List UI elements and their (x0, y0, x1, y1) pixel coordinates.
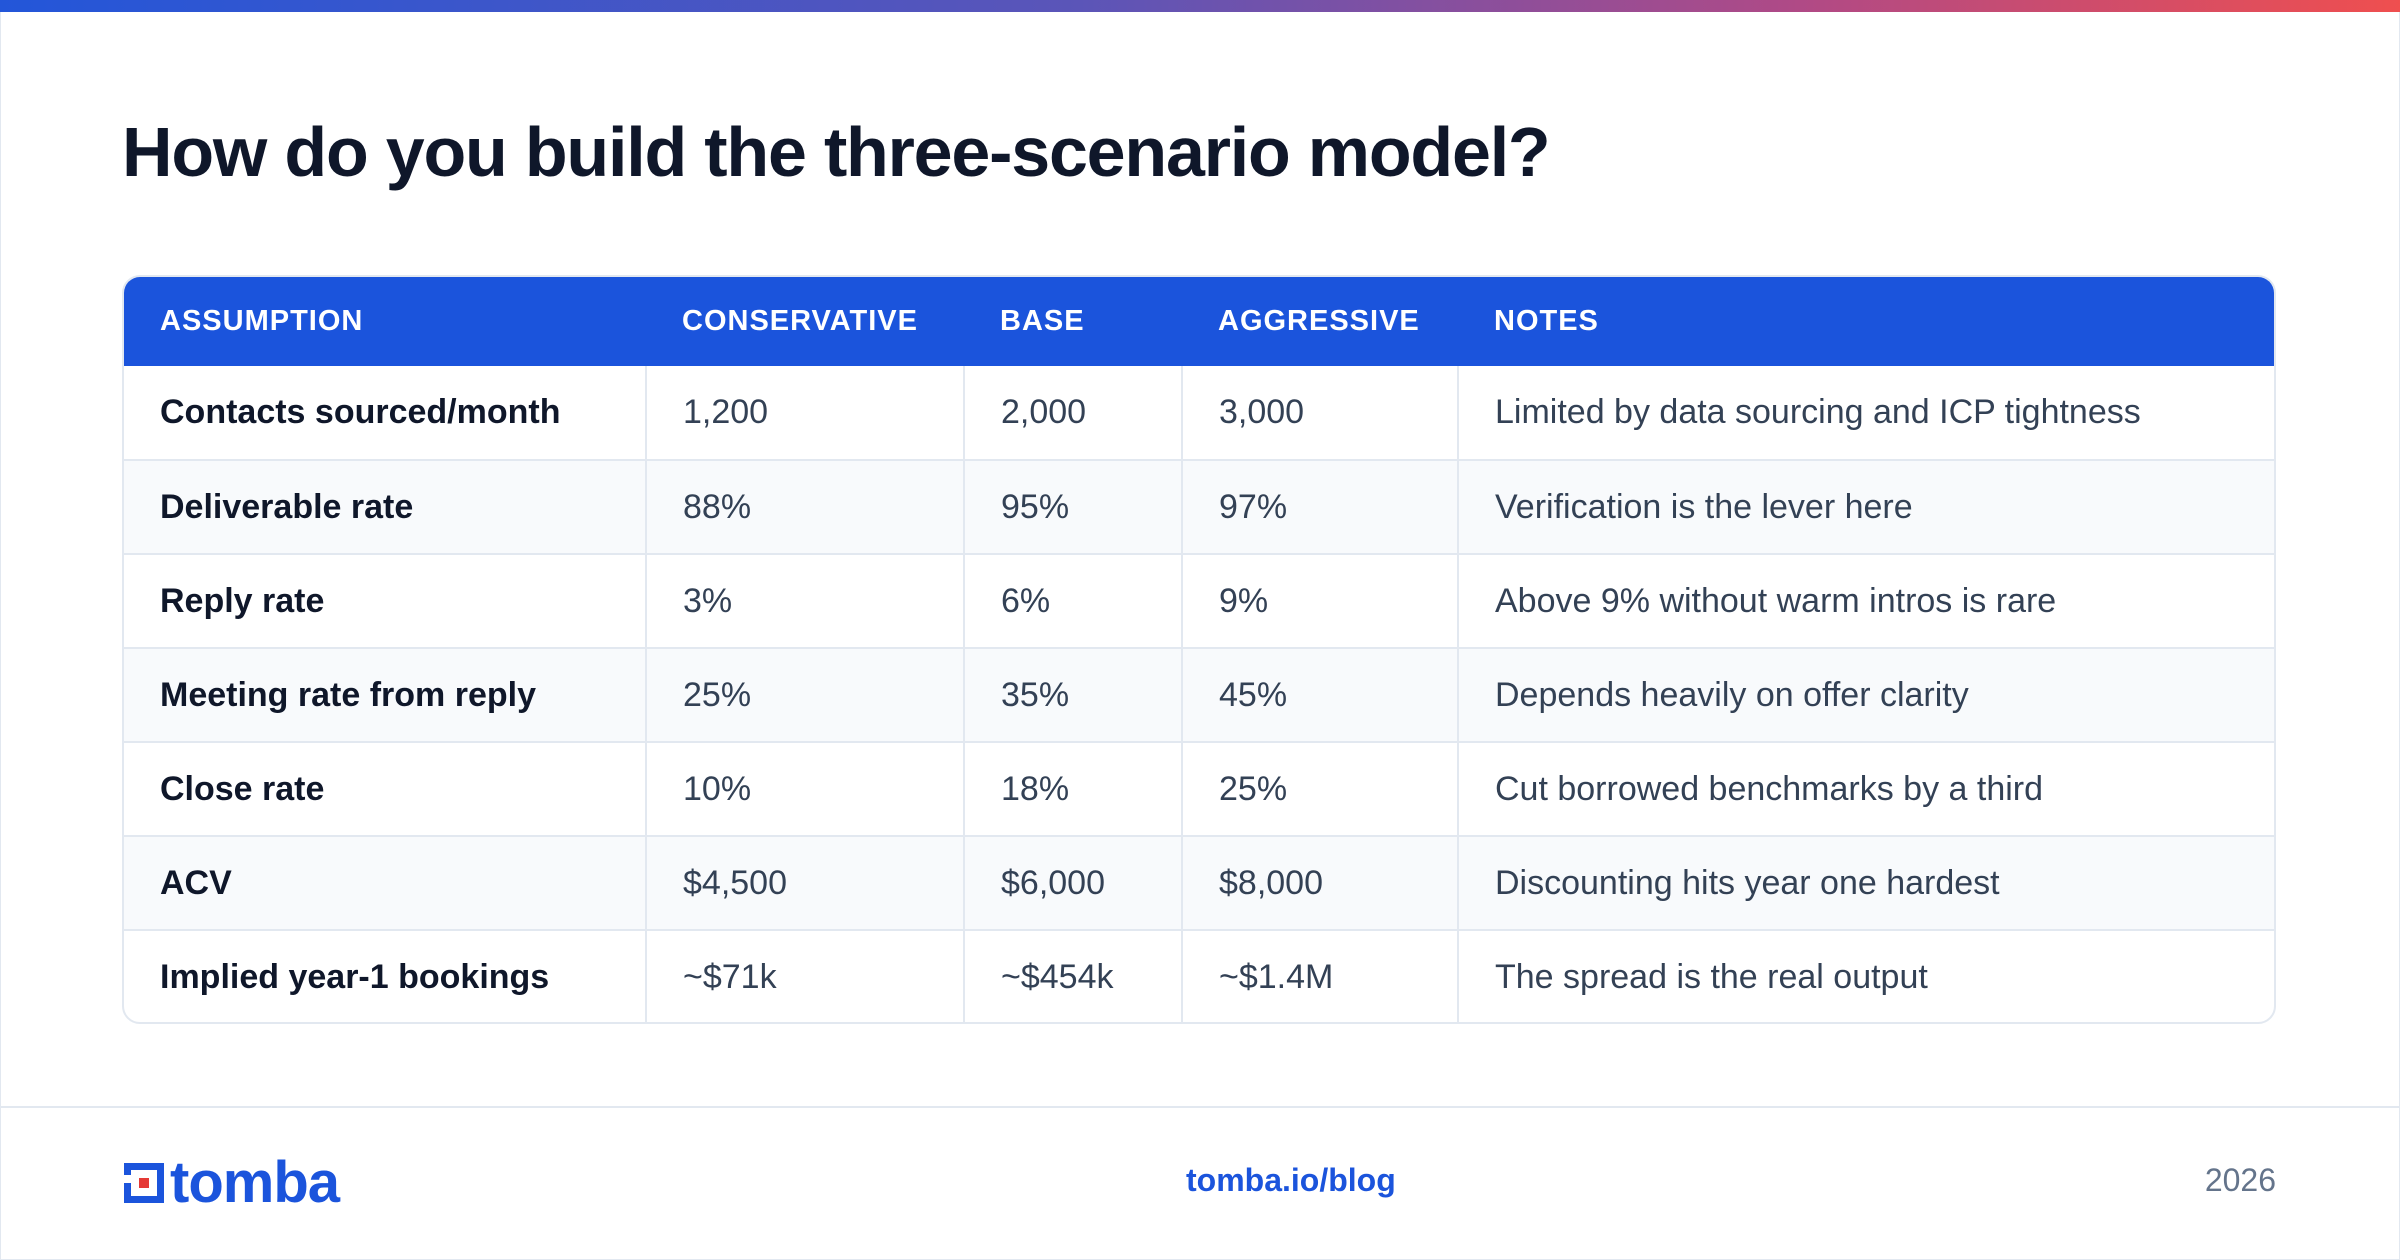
aggressive-value: ~$1.4M (1181, 929, 1458, 1022)
row-note: Verification is the lever here (1457, 459, 2274, 554)
aggressive-value: 9% (1181, 553, 1458, 648)
base-value: 6% (963, 553, 1182, 648)
aggressive-value: 3,000 (1181, 366, 1458, 460)
column-header-notes: NOTES (1494, 305, 1599, 337)
row-label: Meeting rate from reply (124, 647, 646, 742)
aggressive-value: 97% (1181, 459, 1458, 554)
row-label: ACV (124, 835, 646, 930)
row-note: Above 9% without warm intros is rare (1457, 553, 2274, 648)
row-note: Limited by data sourcing and ICP tightne… (1457, 366, 2274, 460)
conservative-value: 3% (645, 553, 964, 648)
footer-year: 2026 (2204, 1162, 2276, 1198)
column-header-conservative: CONSERVATIVE (682, 305, 918, 337)
base-value: 2,000 (963, 366, 1182, 460)
footer-divider (0, 1106, 2400, 1108)
base-value: $6,000 (963, 835, 1182, 930)
table-row: Implied year-1 bookings ~$71k ~$454k ~$1… (124, 929, 2274, 1022)
page-title: How do you build the three-scenario mode… (122, 113, 1551, 191)
scenario-table: ASSUMPTION CONSERVATIVE BASE AGGRESSIVE … (124, 277, 2274, 1022)
row-label: Reply rate (124, 553, 646, 648)
row-note: Cut borrowed benchmarks by a third (1457, 741, 2274, 836)
conservative-value: 88% (645, 459, 964, 554)
column-header-aggressive: AGGRESSIVE (1218, 305, 1420, 337)
row-note: Discounting hits year one hardest (1457, 835, 2274, 930)
column-header-base: BASE (1000, 305, 1085, 337)
table-row: ACV $4,500 $6,000 $8,000 Discounting hit… (124, 835, 2274, 930)
tomba-logo: tomba (122, 1150, 340, 1215)
row-label: Deliverable rate (124, 459, 646, 554)
conservative-value: 1,200 (645, 366, 964, 460)
conservative-value: 10% (645, 741, 964, 836)
aggressive-value: 25% (1181, 741, 1458, 836)
base-value: 18% (963, 741, 1182, 836)
aggressive-value: 45% (1181, 647, 1458, 742)
row-note: The spread is the real output (1457, 929, 2274, 1022)
column-header-assumption: ASSUMPTION (160, 305, 364, 337)
table-row: Meeting rate from reply 25% 35% 45% Depe… (124, 647, 2274, 742)
table-row: Reply rate 3% 6% 9% Above 9% without war… (124, 553, 2274, 648)
table-header-row: ASSUMPTION CONSERVATIVE BASE AGGRESSIVE … (124, 277, 2274, 366)
base-value: 35% (963, 647, 1182, 742)
conservative-value: ~$71k (645, 929, 964, 1022)
conservative-value: 25% (645, 647, 964, 742)
base-value: ~$454k (963, 929, 1182, 1022)
table-row: Deliverable rate 88% 95% 97% Verificatio… (124, 459, 2274, 554)
table-row: Close rate 10% 18% 25% Cut borrowed benc… (124, 741, 2274, 836)
scenario-table-card: ASSUMPTION CONSERVATIVE BASE AGGRESSIVE … (122, 275, 2276, 1024)
row-note: Depends heavily on offer clarity (1457, 647, 2274, 742)
base-value: 95% (963, 459, 1182, 554)
row-label: Contacts sourced/month (160, 393, 561, 431)
top-gradient-bar (0, 0, 2400, 12)
table-row: Contacts sourced/month 1,200 2,000 3,000… (124, 366, 2274, 460)
aggressive-value: $8,000 (1181, 835, 1458, 930)
logo-wordmark: tomba (170, 1150, 340, 1215)
row-label: Close rate (124, 741, 646, 836)
tomba-logo-icon (122, 1161, 166, 1205)
conservative-value: $4,500 (645, 835, 964, 930)
blog-link[interactable]: tomba.io/blog (1186, 1162, 1396, 1198)
row-label: Implied year-1 bookings (124, 929, 646, 1022)
